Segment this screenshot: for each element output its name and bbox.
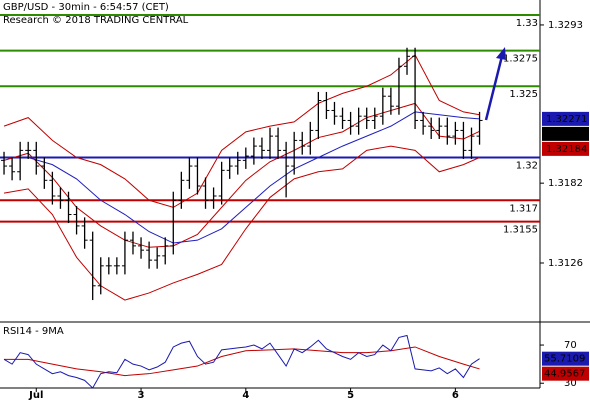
level-label: 1.3155 (503, 225, 538, 236)
level-label: 1.33 (516, 18, 538, 29)
series-line (3, 334, 480, 389)
x-tick-label: Jul (28, 390, 43, 400)
level-label: 1.325 (509, 89, 538, 100)
indicator-line (4, 111, 480, 244)
x-tick-label: 6 (452, 390, 459, 400)
forecast-arrow-head (496, 47, 506, 60)
x-tick-label: 3 (138, 390, 145, 400)
x-tick-label: 4 (242, 390, 249, 400)
y-tick-label: 70 (564, 340, 577, 351)
chart-subtitle: Research © 2018 TRADING CENTRAL (3, 15, 189, 26)
level-label: 1.317 (509, 203, 538, 214)
indicator-line (3, 145, 480, 301)
y-tick-label: 1.3126 (548, 258, 583, 269)
y-tick-label: 1.3182 (548, 178, 583, 189)
price-tag-label: 1.3226 (546, 129, 581, 140)
value-tag (542, 351, 589, 366)
plot: 1.33 1.3275 1.325 1.32 1.317 1.3155 1.3293 1.31… (0, 13, 589, 400)
price-tag (542, 126, 589, 141)
indicator-line (3, 102, 480, 248)
value-tag-label: 55.7109 (544, 354, 585, 365)
value-tag (542, 366, 589, 381)
price-tag-label: 1.32271 (546, 114, 587, 125)
y-tick-label: 30 (564, 378, 577, 389)
y-tick-label: 1.3293 (548, 20, 583, 31)
value-tag-label: 44.9567 (544, 369, 585, 380)
indicator-line (4, 346, 480, 377)
chart-title: GBP/USD - 30min - 6:54:57 (CET) (3, 2, 169, 13)
level-label: 1.3275 (503, 54, 538, 65)
price-tag (542, 141, 589, 156)
rsi-title: RSI14 - 9MA (3, 326, 64, 337)
forecast-arrow (484, 55, 504, 121)
price-tag (542, 111, 589, 126)
level-label: 1.32 (516, 161, 538, 172)
price-tag-label: 1.32184 (546, 144, 587, 155)
x-tick-label: 5 (347, 390, 354, 400)
